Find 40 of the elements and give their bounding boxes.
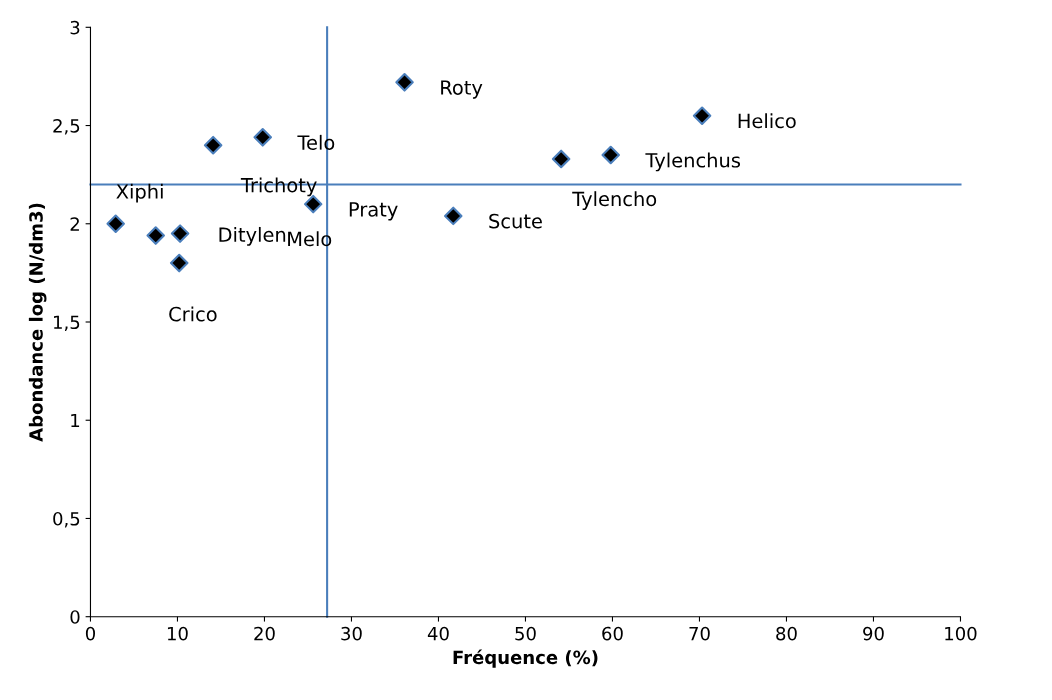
x-tick-label: 10	[167, 626, 188, 641]
x-tick-label: 50	[515, 626, 536, 641]
point	[551, 149, 571, 169]
point	[106, 214, 125, 234]
annotation: Tylencho	[572, 191, 657, 211]
annotation: Roty	[441, 80, 483, 99]
annotation: Xiphi	[116, 183, 163, 203]
x-tick-label: 80	[776, 626, 797, 641]
annotation: Crico	[169, 306, 217, 322]
y-tick-label: 3	[70, 20, 80, 35]
point	[170, 224, 190, 243]
y-tick-label: 2	[70, 217, 79, 231]
annotation: Praty	[349, 202, 398, 221]
point	[169, 253, 189, 273]
point	[253, 128, 272, 147]
point	[146, 226, 165, 245]
x-axis-title: Fréquence (%)	[453, 649, 598, 668]
x-tick-label: 100	[945, 626, 977, 641]
point	[203, 135, 223, 155]
x-tick-label: 60	[602, 626, 623, 641]
x-tick-label: 20	[254, 626, 275, 641]
y-tick-label: 0,5	[53, 511, 80, 528]
x-tick-label: 40	[427, 626, 449, 641]
point	[692, 106, 712, 125]
x-tick-label: 0	[85, 626, 96, 641]
y-tick-label: 1	[71, 413, 80, 428]
y-tick-label: 0	[70, 610, 80, 624]
x-tick-label: 30	[341, 626, 362, 641]
x-tick-label: 70	[689, 626, 710, 641]
y-axis-title: Abondance log (N/dm3)	[28, 203, 47, 442]
x-tick-label: 90	[863, 626, 884, 641]
y-tick-label: 2,5	[53, 118, 80, 135]
annotation: Helico	[738, 113, 796, 129]
annotation: Tylenchus	[645, 152, 741, 172]
y-tick-label: 1,5	[54, 315, 80, 331]
annotation: Ditylen	[219, 226, 286, 246]
point	[444, 206, 463, 226]
point	[601, 145, 620, 165]
point	[395, 73, 414, 92]
annotation: Scute	[489, 213, 542, 229]
